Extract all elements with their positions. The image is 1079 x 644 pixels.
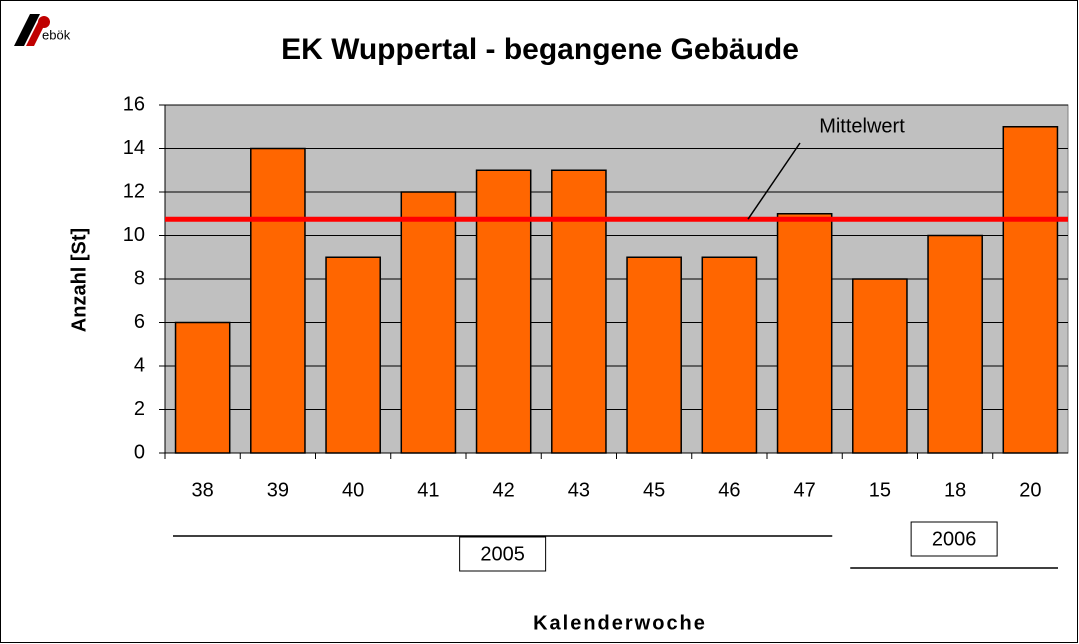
x-tick-label: 42	[493, 479, 515, 501]
bar	[626, 256, 682, 454]
bar	[1002, 126, 1059, 454]
annotation-leader	[747, 142, 801, 220]
mean-label: Mittelwert	[819, 115, 905, 137]
x-tick-label: 41	[417, 479, 439, 501]
x-tick-label: 20	[1019, 479, 1041, 501]
x-tick-label: 18	[944, 479, 966, 501]
y-axis-label: Anzahl [St]	[68, 228, 90, 332]
bar	[475, 169, 532, 454]
group-label: 2006	[932, 528, 977, 550]
y-tick-label: 6	[134, 311, 145, 333]
x-tick-label: 39	[267, 479, 289, 501]
bar	[776, 213, 833, 454]
y-tick-label: 8	[134, 267, 145, 289]
y-tick-label: 14	[123, 137, 145, 159]
y-tick-label: 16	[123, 93, 145, 115]
logo-mark	[14, 14, 50, 46]
bar	[400, 191, 457, 454]
bar	[927, 234, 983, 454]
x-tick-label: 45	[643, 479, 665, 501]
y-tick-label: 2	[134, 398, 145, 420]
bar	[250, 147, 306, 454]
y-tick-label: 12	[123, 180, 145, 202]
y-tick-label: 10	[123, 224, 145, 246]
logo-text: ebök	[42, 27, 71, 42]
bar	[325, 256, 381, 454]
x-tick-label: 47	[794, 479, 816, 501]
group-label: 2005	[480, 543, 525, 565]
bar	[852, 278, 908, 454]
bar	[174, 321, 231, 454]
group-box	[910, 521, 998, 557]
x-axis-label: Kalenderwoche	[533, 612, 707, 634]
chart-title: EK Wuppertal - begangene Gebäude	[281, 33, 799, 66]
bar	[551, 169, 607, 454]
x-tick-label: 38	[192, 479, 214, 501]
bar	[701, 256, 758, 454]
x-tick-label: 46	[718, 479, 740, 501]
y-tick-label: 4	[134, 354, 145, 376]
group-box	[459, 536, 547, 572]
x-tick-label: 15	[869, 479, 891, 501]
x-tick-label: 40	[342, 479, 364, 501]
x-tick-label: 43	[568, 479, 590, 501]
y-tick-label: 0	[134, 441, 145, 463]
